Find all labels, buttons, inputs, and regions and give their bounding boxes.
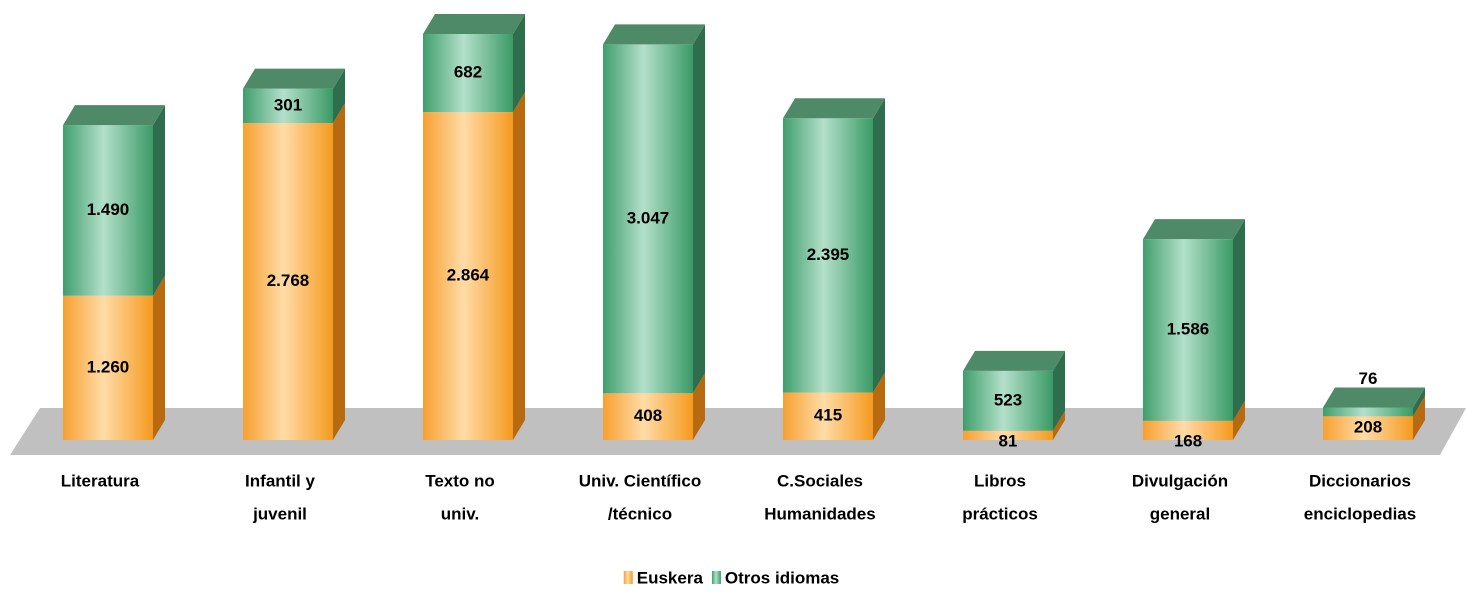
bar-side: [513, 92, 525, 441]
data-label: 3.047: [627, 208, 670, 227]
bar-side: [693, 24, 705, 394]
legend-swatch: [711, 571, 721, 584]
data-label: 1.586: [1167, 319, 1210, 338]
bar-segment: [243, 88, 333, 124]
data-label: 2.395: [807, 245, 850, 264]
bar-side: [1233, 219, 1245, 421]
bar-side: [1413, 387, 1425, 417]
bar-segment: [783, 392, 873, 440]
legend-label: Euskera: [637, 568, 704, 587]
bar-side: [333, 68, 345, 124]
bar-segment: [963, 370, 1053, 431]
legend: Euskera Otros idiomas: [623, 568, 839, 587]
bar-side: [1053, 410, 1065, 440]
x-tick-label: juvenil: [252, 504, 307, 523]
bar-side: [693, 373, 705, 440]
data-label: 168: [1174, 431, 1202, 450]
x-tick-label: univ.: [441, 504, 479, 523]
bar-side: [873, 372, 885, 440]
bar-side: [153, 105, 165, 296]
x-tick-label: /técnico: [608, 504, 672, 523]
data-label: 682: [454, 63, 482, 82]
bar-segment: [1143, 420, 1233, 440]
bar-side: [153, 275, 165, 440]
bar-segment: [603, 393, 693, 440]
bar-side: [1053, 350, 1065, 431]
data-label: 76: [1359, 369, 1378, 388]
bar-segment: [963, 430, 1053, 440]
data-label: 81: [999, 431, 1018, 450]
bar-top: [963, 350, 1065, 371]
x-tick-label: Literatura: [61, 471, 140, 490]
bar-segment: [783, 118, 873, 393]
bar-segment: [603, 44, 693, 394]
bar-segment: [243, 123, 333, 441]
x-tick-label: Infantil y: [245, 471, 315, 490]
x-tick-label: Texto no: [425, 471, 495, 490]
legend-label: Otros idiomas: [725, 568, 839, 587]
bar-segment: [423, 112, 513, 441]
bar-side: [1233, 400, 1245, 440]
x-tick-label: prácticos: [962, 504, 1038, 523]
bar-segment: [1323, 416, 1413, 440]
bar-top: [1323, 387, 1425, 408]
x-tick-label: C.Sociales: [777, 471, 863, 490]
bar-segment: [423, 33, 513, 113]
bar-top: [63, 105, 165, 126]
bar-segment: [63, 295, 153, 440]
bar-top: [243, 68, 345, 89]
x-tick-label: general: [1150, 504, 1210, 523]
x-tick-label: Libros: [974, 471, 1026, 490]
bar-top: [603, 24, 705, 45]
data-label: 2.768: [267, 271, 310, 290]
bar-segment: [1143, 239, 1233, 421]
bar-top: [1143, 219, 1245, 240]
bar-segment: [1323, 407, 1413, 417]
data-label: 301: [274, 95, 302, 114]
bar-side: [873, 98, 885, 393]
x-tick-label: Univ. Científico: [579, 471, 701, 490]
bar-segment: [63, 125, 153, 296]
data-label: 2.864: [447, 266, 490, 285]
bar-side: [333, 103, 345, 441]
x-tick-label: Diccionarios: [1309, 471, 1411, 490]
data-label: 1.260: [87, 357, 130, 376]
bar-side: [1413, 396, 1425, 440]
data-label: 1.490: [87, 200, 130, 219]
x-tick-label: Divulgación: [1132, 471, 1228, 490]
bar-side: [513, 13, 525, 113]
floor: [10, 408, 1466, 455]
x-tick-label: Humanidades: [764, 504, 875, 523]
bar-top: [423, 13, 525, 34]
data-label: 408: [634, 406, 662, 425]
data-label: 415: [814, 406, 842, 425]
legend-swatch: [623, 571, 633, 584]
data-label: 208: [1354, 418, 1382, 437]
x-tick-label: enciclopedias: [1304, 504, 1416, 523]
data-label: 523: [994, 390, 1022, 409]
bar-top: [783, 98, 885, 119]
